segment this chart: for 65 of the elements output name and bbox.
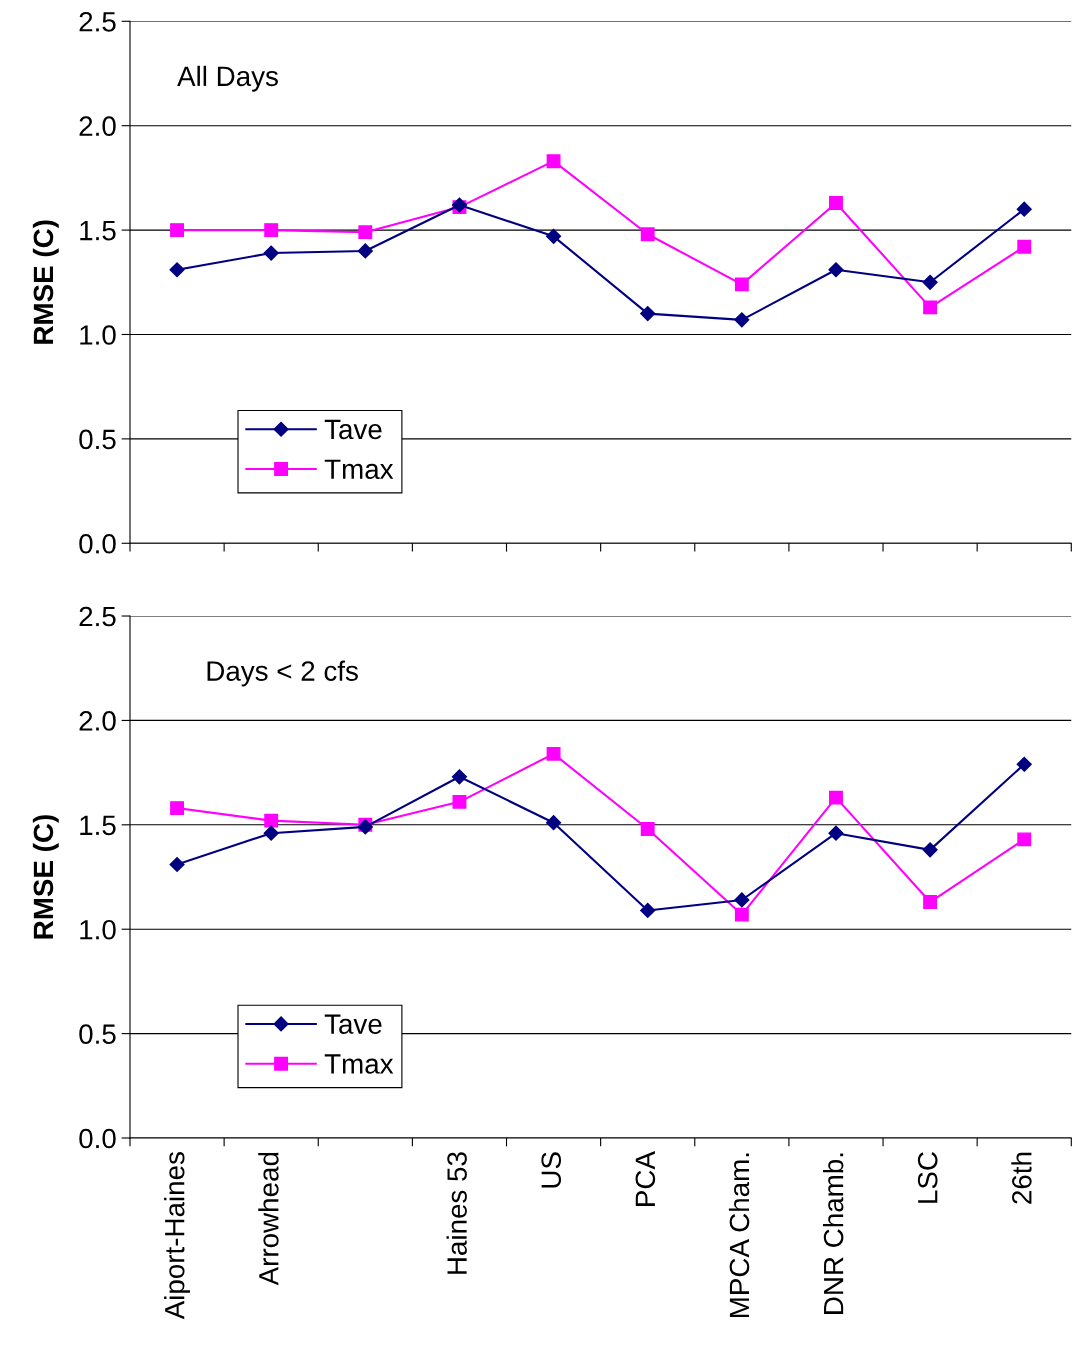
y-tick-label: 0.0	[79, 1128, 116, 1149]
x-tick-label: DNR Chamb.	[823, 1153, 844, 1314]
y-tick-label: 1.5	[80, 221, 116, 241]
point	[734, 312, 750, 328]
point	[546, 154, 561, 169]
y-axis-title: RMSE (C)	[32, 220, 59, 344]
legend-label: Tave	[324, 419, 382, 440]
y-tick-label: 2.0	[79, 711, 116, 731]
y-tick-label: 2.5	[79, 11, 116, 32]
point	[169, 262, 185, 278]
annotation: All Days	[177, 65, 278, 92]
point	[1017, 239, 1032, 254]
point	[546, 746, 561, 761]
y-tick-label: 2.5	[79, 606, 116, 627]
y-tick-label: 1.0	[80, 325, 116, 345]
point	[640, 902, 656, 918]
legend-label: Tmax	[324, 1054, 394, 1074]
point	[1016, 756, 1032, 772]
legend-label: Tave	[324, 1014, 382, 1034]
legend-label: Tmax	[324, 459, 394, 480]
point	[546, 815, 562, 831]
point	[169, 856, 185, 873]
x-tick-label: Arrowhead	[258, 1152, 279, 1286]
annotation: Days < 2 cfs	[207, 660, 358, 687]
point	[829, 195, 843, 210]
point	[452, 794, 467, 809]
point	[1017, 832, 1032, 847]
point	[828, 262, 844, 278]
point	[922, 842, 938, 858]
point	[922, 274, 938, 290]
x-tick-label: PCA	[635, 1151, 656, 1206]
x-tick-label: LSC	[917, 1152, 938, 1203]
point	[734, 892, 750, 908]
point	[170, 801, 185, 816]
y-tick-label: 0.0	[79, 533, 116, 554]
x-tick-label: Aiport-Haines	[164, 1152, 191, 1320]
point	[640, 822, 655, 836]
point	[640, 306, 656, 322]
x-tick-label: MPCA Cham.	[728, 1153, 750, 1318]
point	[828, 825, 844, 841]
point	[357, 243, 373, 259]
x-tick-label: 26th	[1011, 1152, 1032, 1204]
point	[829, 790, 843, 805]
y-tick-label: 2.0	[79, 116, 116, 137]
point	[640, 227, 655, 242]
y-tick-label: 0.5	[79, 1024, 116, 1044]
point	[923, 300, 938, 315]
y-tick-label: 0.5	[79, 429, 116, 450]
x-tick-label: US	[541, 1152, 562, 1188]
point	[264, 223, 279, 238]
y-tick-label: 1.0	[80, 919, 116, 940]
point	[734, 907, 749, 922]
point	[263, 245, 279, 261]
point	[170, 223, 185, 238]
y-tick-label: 1.5	[80, 815, 116, 836]
point	[546, 228, 562, 244]
point	[264, 813, 279, 828]
point	[451, 769, 468, 785]
point	[263, 825, 279, 841]
point	[358, 225, 373, 240]
point	[923, 895, 938, 910]
y-axis-title: RMSE (C)	[32, 815, 59, 939]
x-tick-label: Haines 53	[446, 1152, 467, 1274]
point	[734, 277, 749, 292]
point	[1016, 201, 1032, 217]
